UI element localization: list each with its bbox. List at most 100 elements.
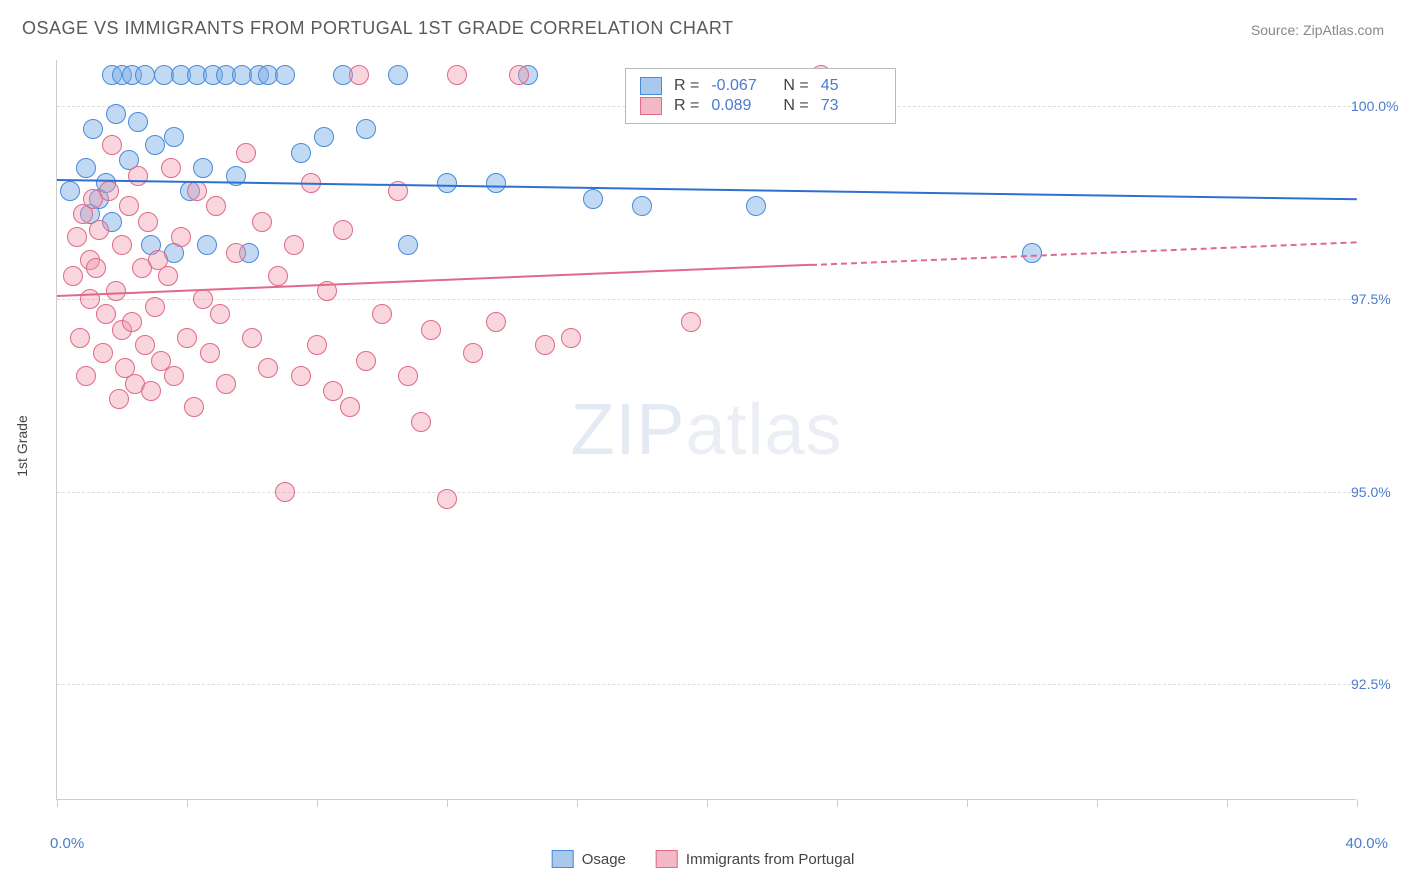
scatter-point xyxy=(746,196,766,216)
x-tick xyxy=(317,799,318,807)
scatter-point xyxy=(93,343,113,363)
scatter-point xyxy=(206,196,226,216)
x-tick xyxy=(447,799,448,807)
scatter-point xyxy=(83,119,103,139)
scatter-point xyxy=(63,266,83,286)
scatter-point xyxy=(145,135,165,155)
x-tick xyxy=(707,799,708,807)
scatter-point xyxy=(323,381,343,401)
x-min-label: 0.0% xyxy=(50,835,84,852)
scatter-point xyxy=(109,389,129,409)
trend-line xyxy=(57,179,1357,200)
stat-n-label: N = xyxy=(783,77,808,95)
scatter-point xyxy=(177,328,197,348)
source-label: Source: ZipAtlas.com xyxy=(1251,22,1384,38)
scatter-point xyxy=(509,65,529,85)
x-tick xyxy=(1097,799,1098,807)
scatter-point xyxy=(333,220,353,240)
gridline xyxy=(57,299,1356,300)
scatter-point xyxy=(242,328,262,348)
scatter-point xyxy=(197,235,217,255)
swatch-icon xyxy=(656,850,678,868)
plot-area: ZIPatlas 92.5%95.0%97.5%100.0%R =-0.067N… xyxy=(56,60,1356,800)
scatter-point xyxy=(291,143,311,163)
swatch-icon xyxy=(640,97,662,115)
legend-label: Immigrants from Portugal xyxy=(686,851,854,868)
stats-row: R =-0.067N =45 xyxy=(640,77,881,95)
scatter-point xyxy=(193,158,213,178)
scatter-point xyxy=(86,258,106,278)
scatter-point xyxy=(268,266,288,286)
scatter-point xyxy=(164,127,184,147)
scatter-point xyxy=(145,297,165,317)
scatter-point xyxy=(70,328,90,348)
scatter-point xyxy=(80,289,100,309)
scatter-point xyxy=(291,366,311,386)
scatter-point xyxy=(76,366,96,386)
scatter-point xyxy=(112,235,132,255)
scatter-point xyxy=(135,335,155,355)
scatter-point xyxy=(210,304,230,324)
scatter-point xyxy=(356,351,376,371)
scatter-point xyxy=(372,304,392,324)
scatter-point xyxy=(463,343,483,363)
scatter-point xyxy=(216,374,236,394)
scatter-point xyxy=(284,235,304,255)
scatter-point xyxy=(161,158,181,178)
chart-title: OSAGE VS IMMIGRANTS FROM PORTUGAL 1ST GR… xyxy=(22,18,734,39)
scatter-point xyxy=(67,227,87,247)
scatter-point xyxy=(106,104,126,124)
scatter-point xyxy=(307,335,327,355)
x-tick xyxy=(837,799,838,807)
stats-row: R =0.089N =73 xyxy=(640,97,881,115)
scatter-point xyxy=(252,212,272,232)
legend-label: Osage xyxy=(582,851,626,868)
scatter-point xyxy=(349,65,369,85)
y-tick-label: 100.0% xyxy=(1351,98,1406,114)
scatter-point xyxy=(632,196,652,216)
legend-bottom: Osage Immigrants from Portugal xyxy=(552,850,855,868)
x-tick xyxy=(1357,799,1358,807)
x-tick xyxy=(57,799,58,807)
scatter-point xyxy=(535,335,555,355)
scatter-point xyxy=(138,212,158,232)
stat-n-value: 45 xyxy=(821,77,881,95)
scatter-point xyxy=(447,65,467,85)
y-axis-label: 1st Grade xyxy=(14,415,30,476)
scatter-point xyxy=(356,119,376,139)
scatter-point xyxy=(411,412,431,432)
swatch-icon xyxy=(552,850,574,868)
scatter-point xyxy=(437,173,457,193)
legend-item-osage: Osage xyxy=(552,850,626,868)
swatch-icon xyxy=(640,77,662,95)
scatter-point xyxy=(187,181,207,201)
scatter-point xyxy=(96,304,116,324)
scatter-point xyxy=(226,243,246,263)
scatter-point xyxy=(184,397,204,417)
watermark-bold: ZIP xyxy=(570,390,685,470)
scatter-point xyxy=(258,358,278,378)
trend-line-dashed xyxy=(811,241,1357,266)
scatter-point xyxy=(141,381,161,401)
scatter-point xyxy=(1022,243,1042,263)
scatter-point xyxy=(200,343,220,363)
scatter-point xyxy=(340,397,360,417)
scatter-point xyxy=(128,112,148,132)
scatter-point xyxy=(437,489,457,509)
x-tick xyxy=(187,799,188,807)
stat-r-label: R = xyxy=(674,97,699,115)
scatter-point xyxy=(486,312,506,332)
scatter-point xyxy=(314,127,334,147)
scatter-point xyxy=(398,366,418,386)
scatter-point xyxy=(171,227,191,247)
watermark-light: atlas xyxy=(685,390,842,470)
watermark: ZIPatlas xyxy=(570,389,842,471)
scatter-point xyxy=(128,166,148,186)
legend-item-portugal: Immigrants from Portugal xyxy=(656,850,854,868)
scatter-point xyxy=(122,312,142,332)
y-tick-label: 92.5% xyxy=(1351,676,1406,692)
y-tick-label: 95.0% xyxy=(1351,484,1406,500)
x-tick xyxy=(1227,799,1228,807)
chart-container: OSAGE VS IMMIGRANTS FROM PORTUGAL 1ST GR… xyxy=(0,0,1406,892)
scatter-point xyxy=(583,189,603,209)
